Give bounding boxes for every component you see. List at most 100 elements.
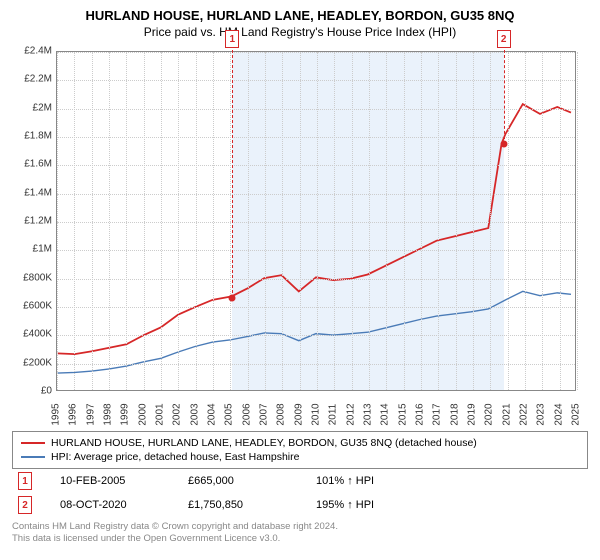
sale-marker-label: 2	[497, 30, 511, 48]
gridline-v	[282, 52, 283, 390]
legend-row: HURLAND HOUSE, HURLAND LANE, HEADLEY, BO…	[21, 436, 579, 450]
x-axis-label: 2019	[467, 403, 478, 425]
x-axis-label: 2009	[293, 403, 304, 425]
y-axis-label: £800K	[12, 272, 52, 283]
legend-swatch	[21, 442, 45, 444]
gridline-h	[57, 137, 575, 138]
y-axis-label: £2.4M	[12, 46, 52, 57]
x-axis-label: 2000	[137, 403, 148, 425]
x-axis-label: 2023	[536, 403, 547, 425]
transaction-vs-hpi: 101% ↑ HPI	[316, 475, 374, 487]
x-axis-label: 2018	[449, 403, 460, 425]
sale-marker-line	[504, 50, 505, 144]
gridline-h	[57, 307, 575, 308]
y-axis-label: £1M	[12, 244, 52, 255]
legend: HURLAND HOUSE, HURLAND LANE, HEADLEY, BO…	[12, 431, 588, 469]
gridline-v	[438, 52, 439, 390]
x-axis-label: 1995	[51, 403, 62, 425]
gridline-v	[161, 52, 162, 390]
gridline-v	[92, 52, 93, 390]
y-axis-label: £1.4M	[12, 187, 52, 198]
y-axis-label: £200K	[12, 357, 52, 368]
gridline-v	[386, 52, 387, 390]
x-axis-label: 1997	[85, 403, 96, 425]
y-axis-label: £0	[12, 386, 52, 397]
gridline-v	[230, 52, 231, 390]
transaction-price: £1,750,850	[188, 499, 288, 511]
x-axis-label: 2012	[345, 403, 356, 425]
gridline-v	[74, 52, 75, 390]
x-axis-label: 2014	[380, 403, 391, 425]
transaction-number-badge: 1	[18, 472, 32, 490]
transaction-row: 110-FEB-2005£665,000101% ↑ HPI	[12, 469, 588, 493]
line-canvas	[57, 52, 575, 390]
x-axis-label: 2022	[519, 403, 530, 425]
gridline-v	[577, 52, 578, 390]
y-axis-label: £1.2M	[12, 216, 52, 227]
gridline-v	[421, 52, 422, 390]
x-axis-label: 2010	[311, 403, 322, 425]
x-axis-label: 2015	[397, 403, 408, 425]
y-axis-label: £1.6M	[12, 159, 52, 170]
gridline-h	[57, 222, 575, 223]
x-axis-label: 2011	[328, 404, 339, 426]
x-axis-label: 2005	[224, 403, 235, 425]
x-axis-label: 2001	[155, 403, 166, 425]
series-property	[58, 104, 571, 354]
transaction-row: 208-OCT-2020£1,750,850195% ↑ HPI	[12, 493, 588, 517]
gridline-v	[144, 52, 145, 390]
gridline-v	[300, 52, 301, 390]
footer-line-1: Contains HM Land Registry data © Crown c…	[12, 521, 588, 533]
x-axis-label: 2024	[553, 403, 564, 425]
gridline-v	[178, 52, 179, 390]
gridline-v	[404, 52, 405, 390]
gridline-v	[456, 52, 457, 390]
gridline-v	[490, 52, 491, 390]
x-axis-label: 1998	[103, 403, 114, 425]
legend-row: HPI: Average price, detached house, East…	[21, 450, 579, 464]
x-axis-label: 2003	[189, 403, 200, 425]
legend-swatch	[21, 456, 45, 458]
y-axis-label: £2.2M	[12, 74, 52, 85]
legend-label: HPI: Average price, detached house, East…	[51, 451, 299, 463]
x-axis-label: 2017	[432, 403, 443, 425]
gridline-h	[57, 52, 575, 53]
gridline-v	[525, 52, 526, 390]
gridline-h	[57, 80, 575, 81]
x-axis-label: 2025	[571, 403, 582, 425]
gridline-v	[317, 52, 318, 390]
gridline-v	[369, 52, 370, 390]
sale-marker-label: 1	[225, 30, 239, 48]
gridline-v	[248, 52, 249, 390]
plot-area: 12	[56, 51, 576, 391]
x-axis-label: 2020	[484, 403, 495, 425]
sale-marker-line	[232, 50, 233, 298]
transaction-date: 10-FEB-2005	[60, 475, 160, 487]
x-axis-label: 2002	[172, 403, 183, 425]
gridline-v	[57, 52, 58, 390]
x-axis-label: 2016	[415, 403, 426, 425]
gridline-h	[57, 279, 575, 280]
gridline-v	[542, 52, 543, 390]
y-axis-label: £600K	[12, 301, 52, 312]
y-axis-label: £400K	[12, 329, 52, 340]
gridline-v	[560, 52, 561, 390]
gridline-v	[213, 52, 214, 390]
footer-line-2: This data is licensed under the Open Gov…	[12, 533, 588, 545]
x-axis-label: 2007	[259, 403, 270, 425]
gridline-h	[57, 364, 575, 365]
chart-area: 12 £0 £200K £400K £600K £800K £1M £1.2M £1.4M £1…	[12, 47, 588, 427]
gridline-v	[508, 52, 509, 390]
chart-container: { "title": "HURLAND HOUSE, HURLAND LANE,…	[0, 0, 600, 550]
gridline-h	[57, 165, 575, 166]
x-axis-label: 2006	[241, 403, 252, 425]
gridline-v	[473, 52, 474, 390]
gridline-v	[352, 52, 353, 390]
x-axis-label: 1999	[120, 403, 131, 425]
gridline-h	[57, 194, 575, 195]
gridline-h	[57, 250, 575, 251]
transaction-vs-hpi: 195% ↑ HPI	[316, 499, 374, 511]
gridline-v	[334, 52, 335, 390]
gridline-h	[57, 109, 575, 110]
gridline-v	[196, 52, 197, 390]
